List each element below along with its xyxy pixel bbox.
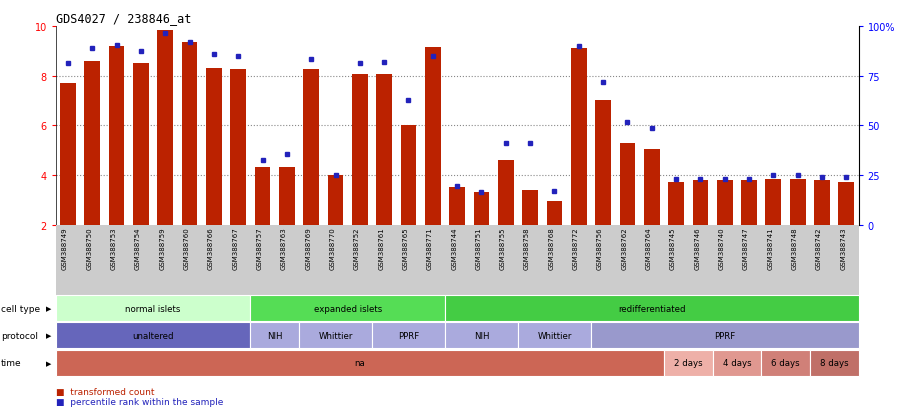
Bar	[595, 101, 611, 225]
Text: 8 days: 8 days	[820, 358, 849, 367]
Text: GSM388740: GSM388740	[718, 227, 725, 270]
Text: time: time	[1, 358, 22, 367]
Text: GSM388767: GSM388767	[232, 227, 238, 270]
Text: cell type: cell type	[1, 304, 40, 313]
Bar	[206, 69, 222, 225]
Text: GDS4027 / 238846_at: GDS4027 / 238846_at	[56, 12, 191, 25]
Bar	[60, 84, 76, 225]
Bar	[230, 70, 246, 225]
Bar	[182, 43, 198, 225]
Text: Whittier: Whittier	[538, 331, 572, 340]
Text: GSM388760: GSM388760	[183, 227, 190, 270]
Text: GSM388765: GSM388765	[403, 227, 408, 270]
Text: GSM388768: GSM388768	[548, 227, 555, 270]
Text: GSM388746: GSM388746	[694, 227, 700, 270]
Bar	[741, 180, 757, 225]
Text: ■  percentile rank within the sample: ■ percentile rank within the sample	[56, 397, 223, 406]
Text: GSM388754: GSM388754	[135, 227, 141, 270]
Bar	[571, 49, 587, 225]
Text: GSM388748: GSM388748	[792, 227, 797, 270]
Text: GSM388759: GSM388759	[159, 227, 165, 270]
Text: redifferentiated: redifferentiated	[618, 304, 686, 313]
Text: NIH: NIH	[267, 331, 282, 340]
Bar	[157, 31, 174, 225]
Bar	[839, 183, 854, 225]
Text: GSM388761: GSM388761	[378, 227, 384, 270]
Text: unaltered: unaltered	[132, 331, 174, 340]
Bar	[401, 126, 416, 225]
Bar	[522, 190, 538, 225]
Bar	[352, 75, 368, 225]
Bar	[474, 193, 489, 225]
Text: protocol: protocol	[1, 331, 38, 340]
Text: ▶: ▶	[46, 360, 51, 366]
Bar	[619, 143, 636, 225]
Text: GSM388758: GSM388758	[524, 227, 530, 270]
Text: na: na	[354, 358, 365, 367]
Bar	[547, 202, 563, 225]
Bar	[668, 183, 684, 225]
Bar	[765, 179, 781, 225]
Text: GSM388766: GSM388766	[208, 227, 214, 270]
Text: 2 days: 2 days	[674, 358, 702, 367]
Text: GSM388744: GSM388744	[451, 227, 457, 270]
Text: GSM388771: GSM388771	[427, 227, 432, 270]
Text: PPRF: PPRF	[714, 331, 735, 340]
Bar	[644, 150, 660, 225]
Text: GSM388770: GSM388770	[330, 227, 335, 270]
Bar	[814, 180, 830, 225]
Bar	[450, 188, 465, 225]
Text: ▶: ▶	[46, 332, 51, 339]
Text: GSM388757: GSM388757	[256, 227, 263, 270]
Bar	[717, 180, 733, 225]
Bar	[254, 168, 271, 225]
Text: PPRF: PPRF	[398, 331, 419, 340]
Text: expanded islets: expanded islets	[314, 304, 382, 313]
Bar	[498, 161, 513, 225]
Text: GSM388756: GSM388756	[597, 227, 603, 270]
Text: GSM388742: GSM388742	[816, 227, 822, 270]
Bar	[109, 47, 124, 225]
Text: 4 days: 4 days	[723, 358, 752, 367]
Bar	[303, 70, 319, 225]
Text: Whittier: Whittier	[318, 331, 352, 340]
Text: NIH: NIH	[474, 331, 489, 340]
Text: GSM388751: GSM388751	[476, 227, 482, 270]
Text: GSM388762: GSM388762	[621, 227, 628, 270]
Text: GSM388745: GSM388745	[670, 227, 676, 270]
Bar	[327, 176, 343, 225]
Text: ■  transformed count: ■ transformed count	[56, 387, 155, 396]
Text: GSM388764: GSM388764	[645, 227, 652, 270]
Text: 6 days: 6 days	[771, 358, 800, 367]
Text: GSM388752: GSM388752	[354, 227, 360, 270]
Text: GSM388769: GSM388769	[305, 227, 311, 270]
Text: ▶: ▶	[46, 305, 51, 311]
Bar	[279, 168, 295, 225]
Bar	[692, 180, 708, 225]
Bar	[425, 48, 441, 225]
Bar	[133, 64, 149, 225]
Text: GSM388763: GSM388763	[280, 227, 287, 270]
Bar	[377, 75, 392, 225]
Text: normal islets: normal islets	[125, 304, 181, 313]
Bar	[85, 62, 100, 225]
Text: GSM388772: GSM388772	[573, 227, 579, 270]
Text: GSM388749: GSM388749	[62, 227, 68, 270]
Text: GSM388743: GSM388743	[841, 227, 846, 270]
Text: GSM388755: GSM388755	[500, 227, 506, 270]
Text: GSM388747: GSM388747	[743, 227, 749, 270]
Text: GSM388741: GSM388741	[768, 227, 773, 270]
Text: GSM388750: GSM388750	[86, 227, 93, 270]
Text: GSM388753: GSM388753	[111, 227, 117, 270]
Bar	[790, 179, 806, 225]
